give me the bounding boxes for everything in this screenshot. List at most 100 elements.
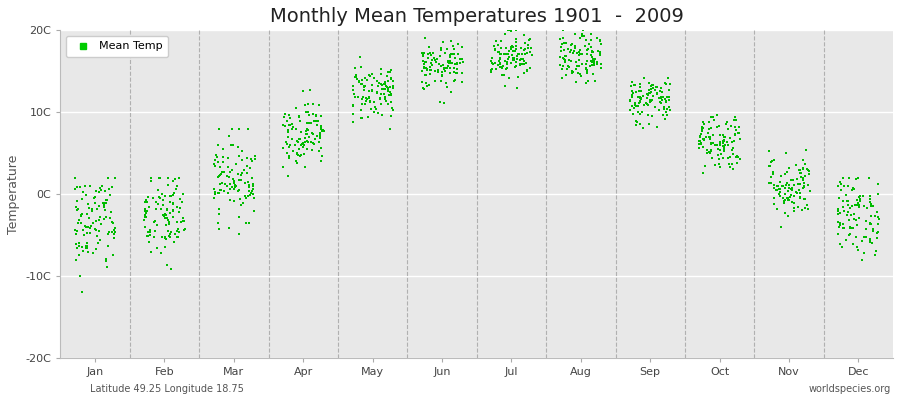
Point	[590, 48, 605, 54]
Point	[845, 225, 859, 231]
Point	[147, 219, 161, 226]
Point	[230, 183, 244, 190]
Point	[300, 126, 314, 133]
Point	[374, 71, 388, 77]
Point	[850, 200, 865, 206]
Point	[429, 56, 444, 62]
Point	[355, 101, 369, 108]
Point	[781, 197, 796, 203]
Point	[245, 175, 259, 181]
Point	[166, 208, 180, 214]
Point	[696, 170, 710, 176]
Point	[285, 126, 300, 133]
Point	[217, 169, 231, 176]
Point	[76, 227, 90, 234]
Point	[362, 72, 376, 78]
Point	[379, 98, 393, 104]
Point	[587, 58, 601, 64]
Point	[513, 62, 527, 68]
Point	[633, 121, 647, 127]
Point	[503, 28, 517, 34]
Point	[207, 195, 221, 201]
Point	[863, 220, 878, 226]
Point	[658, 80, 672, 86]
Point	[570, 50, 584, 56]
Point	[580, 50, 594, 57]
Point	[101, 174, 115, 181]
Point	[308, 136, 322, 142]
Point	[361, 114, 375, 120]
Point	[499, 45, 513, 51]
Point	[764, 180, 778, 186]
Point	[162, 219, 176, 226]
Point	[719, 121, 733, 128]
Point	[705, 155, 719, 162]
Point	[307, 118, 321, 124]
Point	[435, 69, 449, 76]
Point	[79, 244, 94, 251]
Point	[306, 130, 320, 137]
Point	[161, 174, 176, 181]
Point	[228, 184, 242, 190]
Point	[242, 182, 256, 188]
Point	[232, 187, 247, 193]
Point	[240, 163, 255, 169]
Point	[559, 72, 573, 78]
Point	[447, 77, 462, 83]
Point	[158, 193, 173, 200]
Point	[716, 146, 731, 152]
Point	[415, 79, 429, 86]
Point	[634, 94, 648, 101]
Point	[709, 112, 724, 118]
Point	[508, 63, 523, 69]
Point	[68, 174, 83, 181]
Point	[282, 152, 296, 159]
Point	[518, 40, 532, 46]
Point	[385, 82, 400, 89]
Point	[346, 101, 360, 108]
Point	[213, 172, 228, 179]
Point	[502, 48, 517, 54]
Point	[716, 131, 730, 138]
Point	[151, 174, 166, 181]
Point	[588, 56, 602, 62]
Point	[355, 64, 369, 70]
Point	[797, 196, 812, 202]
Point	[625, 92, 639, 99]
Point	[292, 113, 306, 120]
Point	[491, 62, 505, 68]
Point	[207, 160, 221, 167]
Point	[370, 88, 384, 95]
Point	[311, 148, 326, 154]
Point	[77, 223, 92, 230]
Point	[554, 62, 568, 69]
Point	[514, 45, 528, 52]
Point	[434, 45, 448, 51]
Point	[493, 61, 508, 67]
Point	[234, 172, 248, 178]
Point	[296, 150, 310, 157]
Point	[859, 233, 873, 240]
Point	[692, 134, 706, 140]
Point	[697, 124, 711, 131]
Point	[786, 177, 800, 184]
Point	[76, 244, 90, 250]
Point	[565, 70, 580, 76]
Point	[383, 89, 398, 95]
Point	[443, 70, 457, 76]
Point	[565, 41, 580, 47]
Point	[520, 50, 535, 56]
Point	[140, 232, 154, 239]
Point	[228, 182, 242, 188]
Point	[836, 204, 850, 210]
Point	[796, 183, 811, 190]
Point	[80, 245, 94, 251]
Point	[766, 169, 780, 175]
Point	[143, 232, 157, 238]
Point	[694, 131, 708, 138]
Point	[281, 173, 295, 179]
Point	[852, 193, 867, 200]
Point	[767, 195, 781, 202]
Point	[695, 124, 709, 130]
Point	[692, 138, 706, 144]
